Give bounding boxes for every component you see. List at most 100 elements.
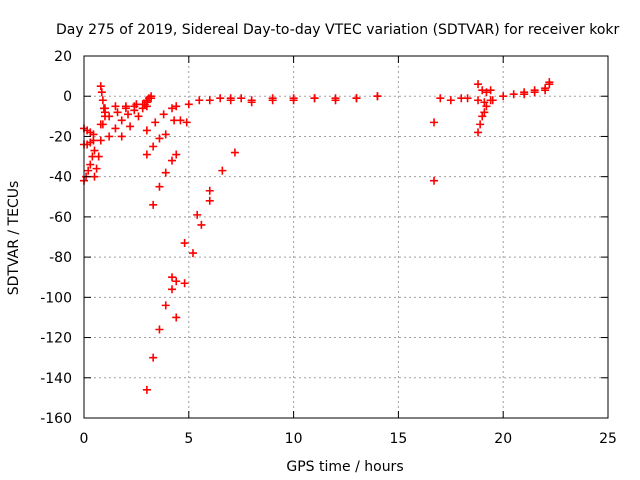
data-point [117,132,126,141]
data-point [168,285,177,294]
data-point [520,88,529,97]
data-point [247,98,256,107]
series-arc-m [149,150,181,209]
data-point [463,94,472,103]
data-point [147,92,156,101]
data-point [172,150,181,159]
series-arc-w [436,94,472,105]
data-point [205,186,214,195]
data-point [142,385,151,394]
data-point [480,98,489,107]
data-point [86,160,95,169]
data-point [205,196,214,205]
data-point [482,88,491,97]
series-arc-a [80,146,99,185]
data-point [476,120,485,129]
data-point [509,90,518,99]
data-point [541,86,550,95]
series-arc-h [105,106,139,141]
series-arc-o [142,277,181,394]
x-tick-label: 0 [80,431,89,447]
y-tick-label: -20 [49,129,72,145]
data-point [478,112,487,121]
y-tick-label: -120 [40,331,72,347]
data-point [168,156,177,165]
data-point [499,92,508,101]
series-arc-v [430,176,439,185]
data-point [149,142,158,151]
y-tick-label: -60 [49,210,72,226]
series-arc-j [138,92,156,113]
data-point [545,78,554,87]
data-point [430,176,439,185]
series-arc-q [172,196,214,322]
y-tick-label: 20 [54,49,72,65]
data-point [96,82,105,91]
y-tick-label: -40 [49,170,72,186]
data-point [474,80,483,89]
data-point [289,96,298,105]
series-arc-y [474,80,495,97]
data-point [138,104,147,113]
data-point [84,166,93,175]
series-arc-ab [520,78,554,97]
data-point [161,130,170,139]
series-arc-l [142,130,170,159]
data-point [149,200,158,209]
data-point [188,249,197,258]
data-point [195,96,204,105]
data-point [89,136,98,145]
data-point [111,124,120,133]
data-point [105,132,114,141]
data-point [134,112,143,121]
data-point [105,112,114,121]
data-point [100,104,109,113]
x-tick-label: 15 [389,431,407,447]
data-point [530,88,539,97]
data-point [96,136,105,145]
data-point [430,118,439,127]
data-point [172,277,181,286]
chart-title: Day 275 of 2019, Sidereal Day-to-day VTE… [56,22,619,38]
series-arc-t [247,92,382,107]
data-point [184,100,193,109]
data-point [268,96,277,105]
data-point [97,88,106,97]
gridlines [84,56,608,418]
series-arc-u [430,118,439,127]
data-point [446,96,455,105]
data-point [310,94,319,103]
data-point [226,96,235,105]
data-point [168,104,177,113]
y-tick-label: -100 [40,290,72,306]
data-point [140,100,149,109]
data-point [197,220,206,229]
data-point [130,106,139,115]
data-point [90,146,99,155]
data-point [180,239,189,248]
y-tick-label: -80 [49,250,72,266]
y-axis-label: SDTVAR / TECUs [6,181,22,296]
data-points [80,78,554,394]
x-tick-label: 10 [285,431,303,447]
data-point [155,134,164,143]
x-tick-label: 5 [184,431,193,447]
data-point [113,108,122,117]
series-arc-z [474,96,495,107]
data-point [90,172,99,181]
data-point [176,116,185,125]
data-point [352,94,361,103]
data-point [111,102,120,111]
data-point [488,96,497,105]
data-point [124,110,133,119]
data-point [98,96,107,105]
series-arc-r [184,94,246,109]
data-point [205,96,214,105]
data-point [155,182,164,191]
data-point [126,122,135,131]
data-point [480,108,489,117]
series-arc-g [100,98,151,113]
y-tick-label: -160 [40,411,72,427]
data-point [151,118,160,127]
